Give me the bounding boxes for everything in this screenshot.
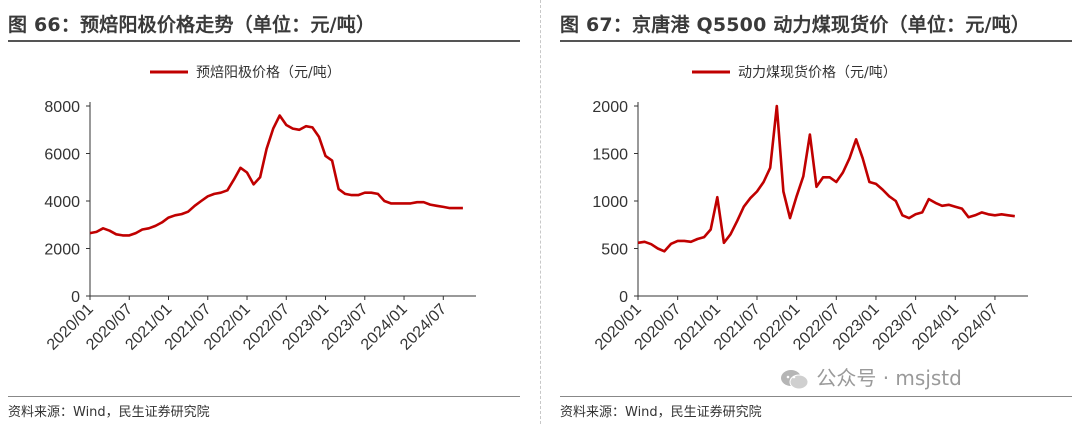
right-legend-label: 动力煤现货价格（元/吨） [738,64,897,81]
left-title-rule [8,40,520,42]
watermark-text: 公众号 · msjstd [816,366,962,390]
right-chart: 动力煤现货价格（元/吨）05001000150020002020/012020/… [592,64,1028,354]
right-series-line [637,104,1015,253]
left-y-tick-label: 8000 [44,99,80,116]
right-y-tick-label: 500 [601,242,628,259]
left-chart-panel: 图 66：预焙阳极价格走势（单位：元/吨） 预焙阳极价格（元/吨） 0 2000 40… [0,0,528,424]
right-y-tick-label: 1500 [592,147,628,164]
right-source-note: 资料来源：Wind，民生证券研究院 [560,405,762,420]
right-chart-panel: 图 67：京唐港 Q5500 动力煤现货价（单位：元/吨） 动力煤现货价格（元/… [552,0,1080,424]
right-title-rule [560,40,1072,42]
watermark: 公众号 · msjstd [780,362,962,391]
right-chart-title: 图 67：京唐港 Q5500 动力煤现货价（单位：元/吨） [560,14,1031,36]
right-y-tick-label: 2000 [592,99,628,116]
right-y-tick-label: 1000 [592,194,628,211]
left-y-tick-label: 0 [71,289,80,306]
left-chart-title: 图 66：预焙阳极价格走势（单位：元/吨） [8,14,376,36]
left-source-note: 资料来源：Wind，民生证券研究院 [8,405,210,420]
wechat-icon [781,369,809,389]
left-chart: 预焙阳极价格（元/吨）020004000600080002020/012020/… [44,65,476,354]
right-source-rule [560,396,1072,397]
left-y-tick-label: 4000 [44,194,80,211]
left-y-tick-label: 2000 [44,242,80,259]
left-series-line [89,114,463,237]
right-y-tick-label: 0 [619,289,628,306]
panel-divider [540,0,541,424]
left-legend-label: 预焙阳极价格（元/吨） [196,65,341,81]
left-source-rule [8,396,520,397]
left-y-tick-label: 6000 [44,147,80,164]
